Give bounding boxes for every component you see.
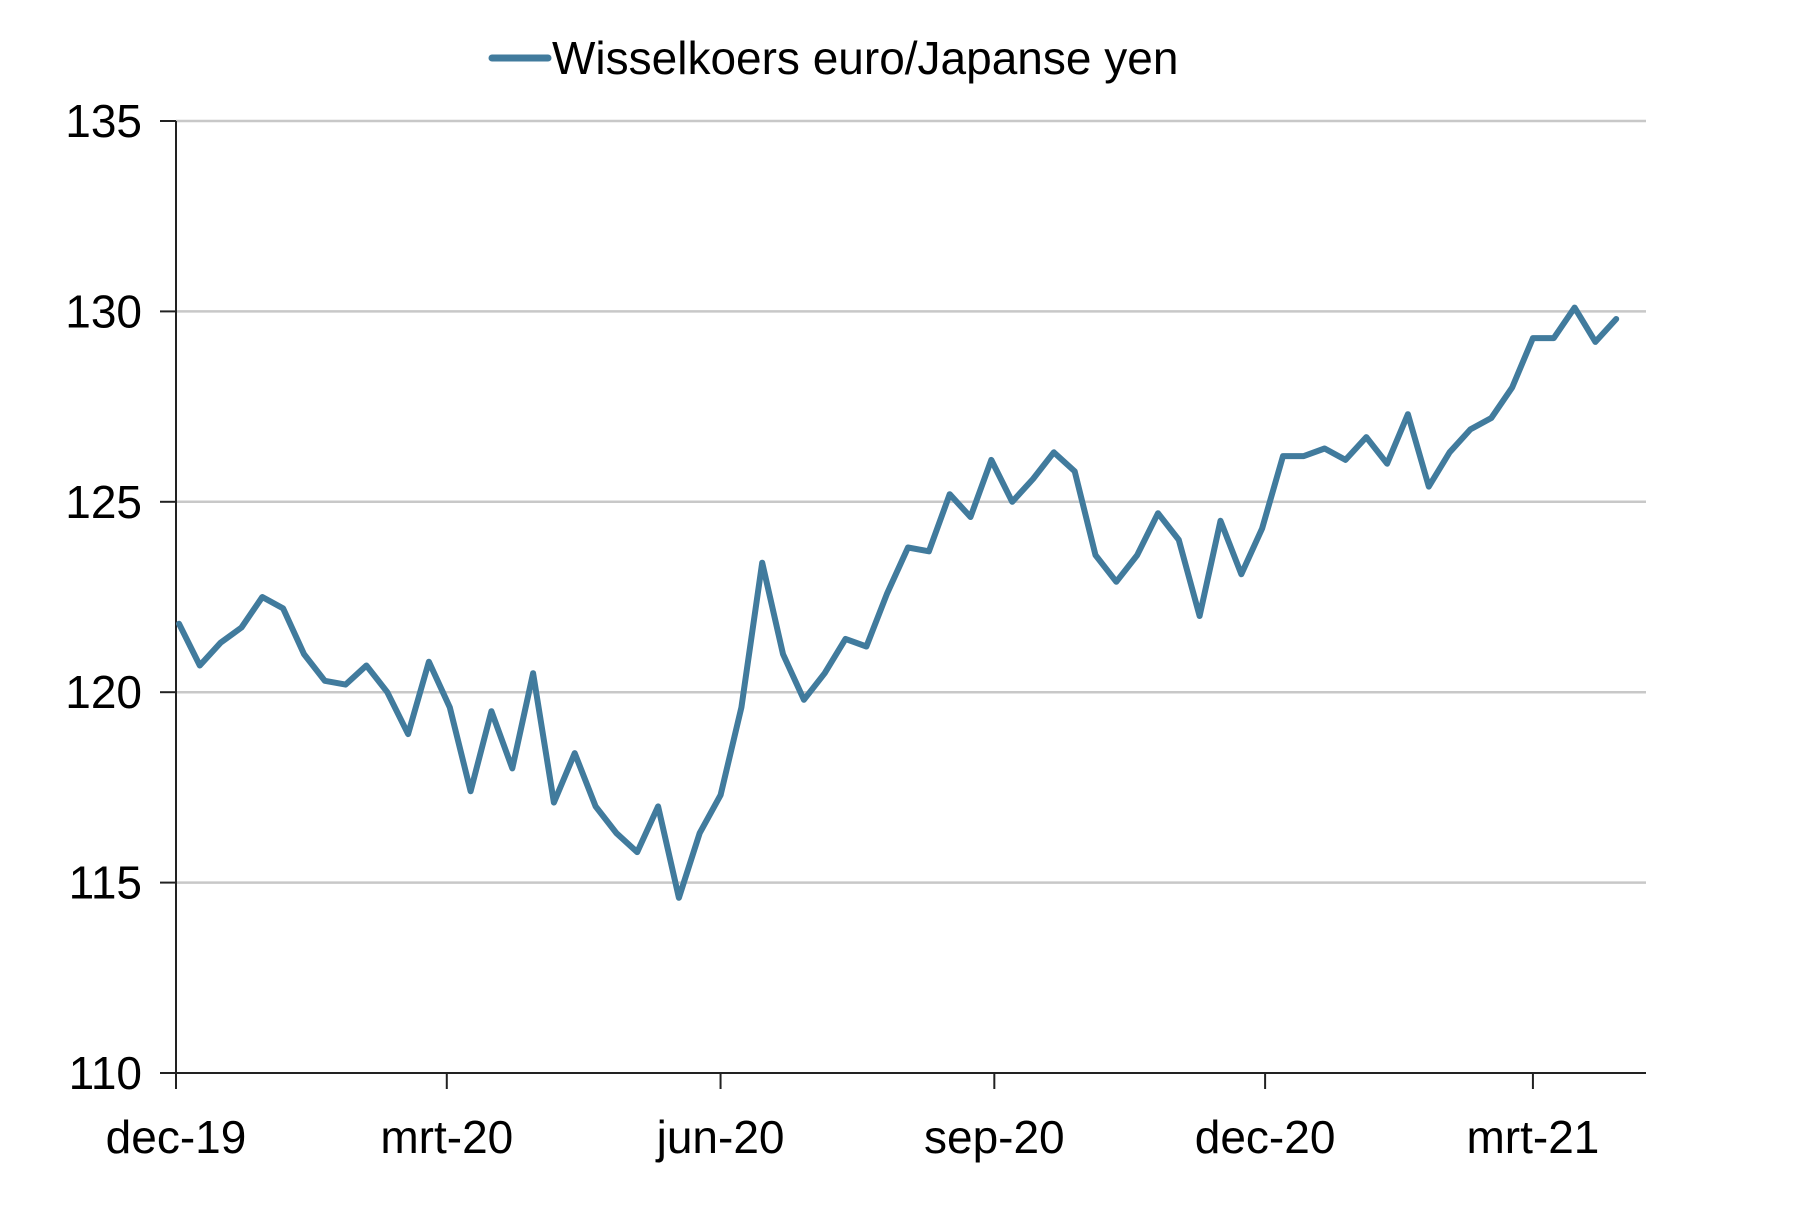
legend: Wisselkoers euro/Japanse yen — [488, 32, 1178, 84]
series-lines — [176, 304, 1620, 901]
y-tick-label: 115 — [69, 857, 142, 909]
y-tick-label: 110 — [69, 1047, 142, 1099]
series-line-0 — [176, 304, 1620, 901]
axes — [175, 121, 1646, 1075]
x-tick-label: sep-20 — [924, 1111, 1065, 1163]
x-axis-ticks: dec-19 mrt-20 jun-20 sep-20 dec-20 mrt-21 — [106, 1073, 1599, 1163]
y-tick-label: 120 — [65, 666, 142, 718]
x-tick-label: mrt-21 — [1466, 1111, 1599, 1163]
y-tick-label: 135 — [65, 95, 142, 147]
y-tick-label: 130 — [65, 285, 142, 337]
y-axis-ticks: 110 115 120 125 130 135 — [65, 95, 176, 1099]
legend-label: Wisselkoers euro/Japanse yen — [552, 32, 1178, 84]
x-tick-label: mrt-20 — [380, 1111, 513, 1163]
x-tick-label: dec-19 — [106, 1111, 247, 1163]
gridlines — [176, 119, 1646, 884]
y-tick-label: 125 — [65, 476, 142, 528]
x-tick-label: jun-20 — [655, 1111, 785, 1163]
x-tick-label: dec-20 — [1195, 1111, 1336, 1163]
